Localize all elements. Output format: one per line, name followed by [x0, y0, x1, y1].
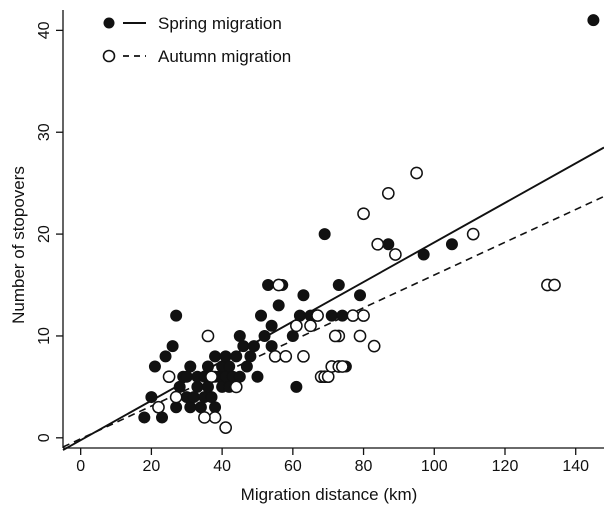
- data-point-spring: [233, 329, 246, 342]
- y-tick-label: 40: [36, 21, 53, 39]
- data-point-spring: [297, 289, 310, 302]
- data-point-spring: [237, 340, 250, 353]
- trendlines: [62, 146, 604, 451]
- data-point-spring: [247, 340, 260, 353]
- data-point-spring: [138, 411, 151, 424]
- data-point-spring: [209, 350, 222, 363]
- data-point-spring: [159, 350, 172, 363]
- data-point-spring: [244, 350, 257, 363]
- data-point-spring: [223, 360, 236, 373]
- data-point-autumn: [152, 400, 165, 414]
- y-tick-label: 30: [36, 123, 53, 141]
- data-point-spring: [272, 299, 285, 312]
- data-point-spring: [255, 309, 268, 322]
- data-point-autumn: [346, 309, 360, 322]
- data-point-spring: [262, 279, 275, 292]
- data-point-spring: [219, 350, 232, 363]
- x-tick-label: 20: [143, 458, 161, 475]
- data-point-autumn: [201, 329, 215, 343]
- data-point-spring: [382, 238, 395, 251]
- data-point-spring: [170, 309, 183, 322]
- data-point-spring: [240, 360, 253, 373]
- data-point-spring: [258, 329, 271, 342]
- data-point-autumn: [268, 349, 282, 363]
- data-point-spring: [265, 319, 278, 332]
- data-point-autumn: [205, 370, 218, 384]
- data-point-autumn: [328, 329, 342, 343]
- legend-label-spring: Spring migration: [158, 14, 282, 33]
- data-point-spring: [148, 360, 161, 373]
- data-point-autumn: [290, 319, 303, 333]
- data-point-autumn: [389, 248, 402, 261]
- data-point-spring: [336, 309, 349, 322]
- data-point-autumn: [219, 421, 233, 434]
- data-point-autumn: [466, 227, 480, 241]
- data-point-spring: [180, 370, 193, 383]
- data-point-autumn: [548, 278, 561, 292]
- data-point-autumn: [357, 309, 370, 322]
- x-tick-label: 120: [492, 458, 519, 475]
- x-tick-label: 0: [76, 458, 85, 475]
- trendline-autumn: [62, 195, 604, 448]
- data-point-spring: [332, 279, 345, 292]
- data-point-spring: [354, 289, 367, 302]
- legend-marker-spring: [103, 17, 115, 29]
- y-tick-label: 0: [36, 433, 53, 442]
- data-point-autumn: [371, 237, 385, 251]
- data-point-autumn: [272, 278, 286, 292]
- x-tick-label: 40: [213, 458, 231, 475]
- y-tick-label: 20: [36, 225, 53, 243]
- x-tick-label: 140: [562, 458, 589, 475]
- data-point-autumn: [311, 309, 324, 322]
- data-point-spring: [184, 401, 197, 414]
- data-point-autumn: [279, 349, 293, 363]
- data-point-autumn: [208, 411, 222, 424]
- trendline-spring: [62, 146, 604, 451]
- data-points: [138, 14, 600, 434]
- data-point-spring: [230, 350, 243, 363]
- data-point-spring: [205, 391, 218, 404]
- legend-label-autumn: Autumn migration: [158, 47, 291, 66]
- data-point-spring: [318, 228, 331, 241]
- x-tick-label: 80: [355, 458, 373, 475]
- data-point-spring: [184, 360, 197, 373]
- data-point-autumn: [410, 166, 423, 180]
- data-point-autumn: [169, 390, 183, 404]
- data-point-spring: [191, 380, 204, 393]
- data-point-spring: [251, 370, 264, 383]
- x-tick-label: 100: [421, 458, 448, 475]
- data-point-autumn: [367, 339, 381, 353]
- data-point-autumn: [162, 370, 176, 384]
- x-axis-label: Migration distance (km): [241, 485, 418, 504]
- data-point-spring: [290, 380, 303, 393]
- axes: 0 20 40 60 80 100 120 140 0 10 20 30 40: [36, 10, 604, 475]
- data-point-autumn: [304, 319, 317, 333]
- data-point-spring: [587, 14, 600, 27]
- data-point-autumn: [357, 207, 370, 221]
- data-point-autumn: [335, 360, 349, 373]
- legend: Spring migration Autumn migration: [102, 14, 291, 66]
- data-point-autumn: [297, 349, 310, 363]
- data-point-spring: [325, 309, 338, 322]
- data-point-spring: [417, 248, 430, 261]
- data-point-autumn: [229, 380, 243, 394]
- data-point-spring: [445, 238, 458, 251]
- y-tick-label: 10: [36, 327, 53, 345]
- legend-marker-autumn: [102, 49, 116, 63]
- x-tick-label: 60: [284, 458, 302, 475]
- data-point-spring: [166, 340, 179, 353]
- data-point-spring: [187, 391, 200, 404]
- data-point-autumn: [381, 186, 395, 200]
- y-axis-label: Number of stopovers: [9, 166, 28, 324]
- data-point-autumn: [353, 329, 367, 343]
- data-point-autumn: [198, 411, 211, 424]
- data-point-spring: [145, 391, 158, 404]
